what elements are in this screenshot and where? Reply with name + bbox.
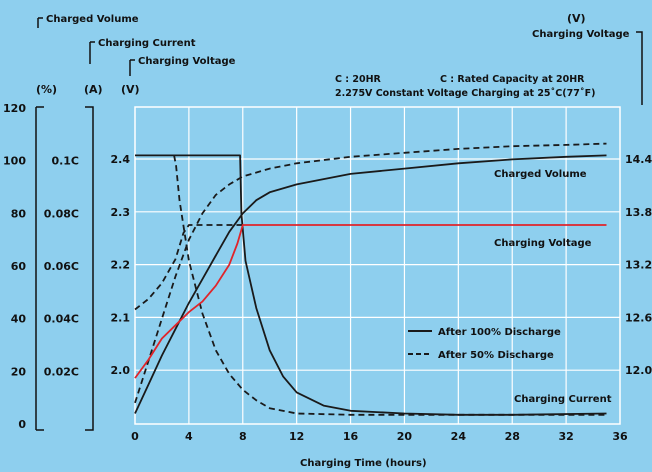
x-tick-label: 20 [397, 430, 413, 443]
legend-solid-label: After 100% Discharge [438, 327, 561, 338]
volume-unit: (%) [36, 83, 57, 96]
current-tick-label: 0.04C [44, 313, 79, 326]
voltage-tick-label: 2.3 [111, 206, 131, 219]
volume-axis-bracket [37, 17, 43, 28]
voltage-unit: (V) [121, 83, 140, 96]
volume-tick-label: 0 [18, 418, 26, 431]
curve-label-charging-voltage: Charging Voltage [494, 238, 592, 249]
plot-frame [134, 106, 621, 425]
volume-tick-label: 40 [11, 313, 27, 326]
volume-tick-label: 80 [11, 207, 27, 220]
curve-label-charged-volume: Charged Volume [494, 169, 587, 180]
right-tick-label: 12.0 [625, 364, 652, 377]
legend-dashed-label: After 50% Discharge [438, 350, 554, 361]
right-tick-label: 13.2 [625, 259, 652, 272]
current-tick-label: 0.06C [44, 260, 79, 273]
right-axis-bracket [636, 31, 643, 105]
current-axis-bracket [89, 41, 95, 64]
volume-tick-label: 20 [11, 365, 27, 378]
axis-brackets [35, 17, 643, 431]
volume-tick-label: 100 [3, 155, 26, 168]
voltage-tick-label: 2.4 [111, 153, 131, 166]
voltage-tick-label: 2.2 [111, 259, 131, 272]
x-tick-label: 28 [505, 430, 520, 443]
voltage-tick-label: 2.1 [111, 311, 131, 324]
right-tick-label: 12.6 [625, 311, 652, 324]
tick-labels: 0 4 8 12 16 20 24 28 32 36 120 100 80 60 40 20 0 0.1C 0.08… [3, 102, 652, 443]
series-current-50 [173, 155, 607, 416]
current-tick-label: 0.08C [44, 207, 79, 220]
volume-tick-label: 120 [3, 102, 26, 115]
volume-axis-line [35, 106, 44, 431]
plot-area [134, 106, 621, 425]
right-tick-label: 13.8 [625, 206, 652, 219]
x-tick-label: 32 [558, 430, 573, 443]
current-tick-label: 0.02C [44, 365, 79, 378]
x-tick-label: 4 [185, 430, 193, 443]
series-voltage-50 [134, 224, 243, 311]
x-tick-label: 16 [343, 430, 359, 443]
right-axis-title: Charging Voltage [532, 29, 630, 40]
note-line1-left: C : 20HR [335, 74, 382, 85]
voltage-tick-label: 2.0 [111, 364, 131, 377]
x-tick-label: 36 [612, 430, 628, 443]
charging-current-axis-title: Charging Current [98, 38, 196, 49]
series-current-100 [135, 154, 607, 416]
x-tick-label: 0 [131, 430, 139, 443]
x-tick-label: 12 [289, 430, 304, 443]
series-voltage-100 [134, 224, 607, 379]
charged-volume-axis-title: Charged Volume [46, 14, 139, 25]
right-tick-label: 14.4 [625, 153, 652, 166]
note-line1-right: C : Rated Capacity at 20HR [440, 74, 585, 85]
x-tick-label: 8 [239, 430, 247, 443]
right-axis-unit: (V) [567, 12, 586, 25]
volume-tick-label: 60 [11, 260, 27, 273]
current-tick-label: 0.1C [51, 155, 79, 168]
series-volume-100 [134, 154, 607, 414]
note-line2: 2.275V Constant Voltage Charging at 25˚C… [335, 88, 595, 99]
current-unit: (A) [84, 83, 103, 96]
curve-label-charging-current: Charging Current [514, 394, 612, 405]
legend: After 100% Discharge After 50% Discharge [408, 327, 561, 361]
charging-voltage-axis-title: Charging Voltage [138, 56, 236, 67]
x-axis-title: Charging Time (hours) [300, 458, 427, 469]
x-tick-label: 24 [451, 430, 467, 443]
current-axis-line [85, 106, 94, 431]
voltage-axis-bracket [129, 59, 135, 76]
series-volume-50 [134, 142, 607, 404]
